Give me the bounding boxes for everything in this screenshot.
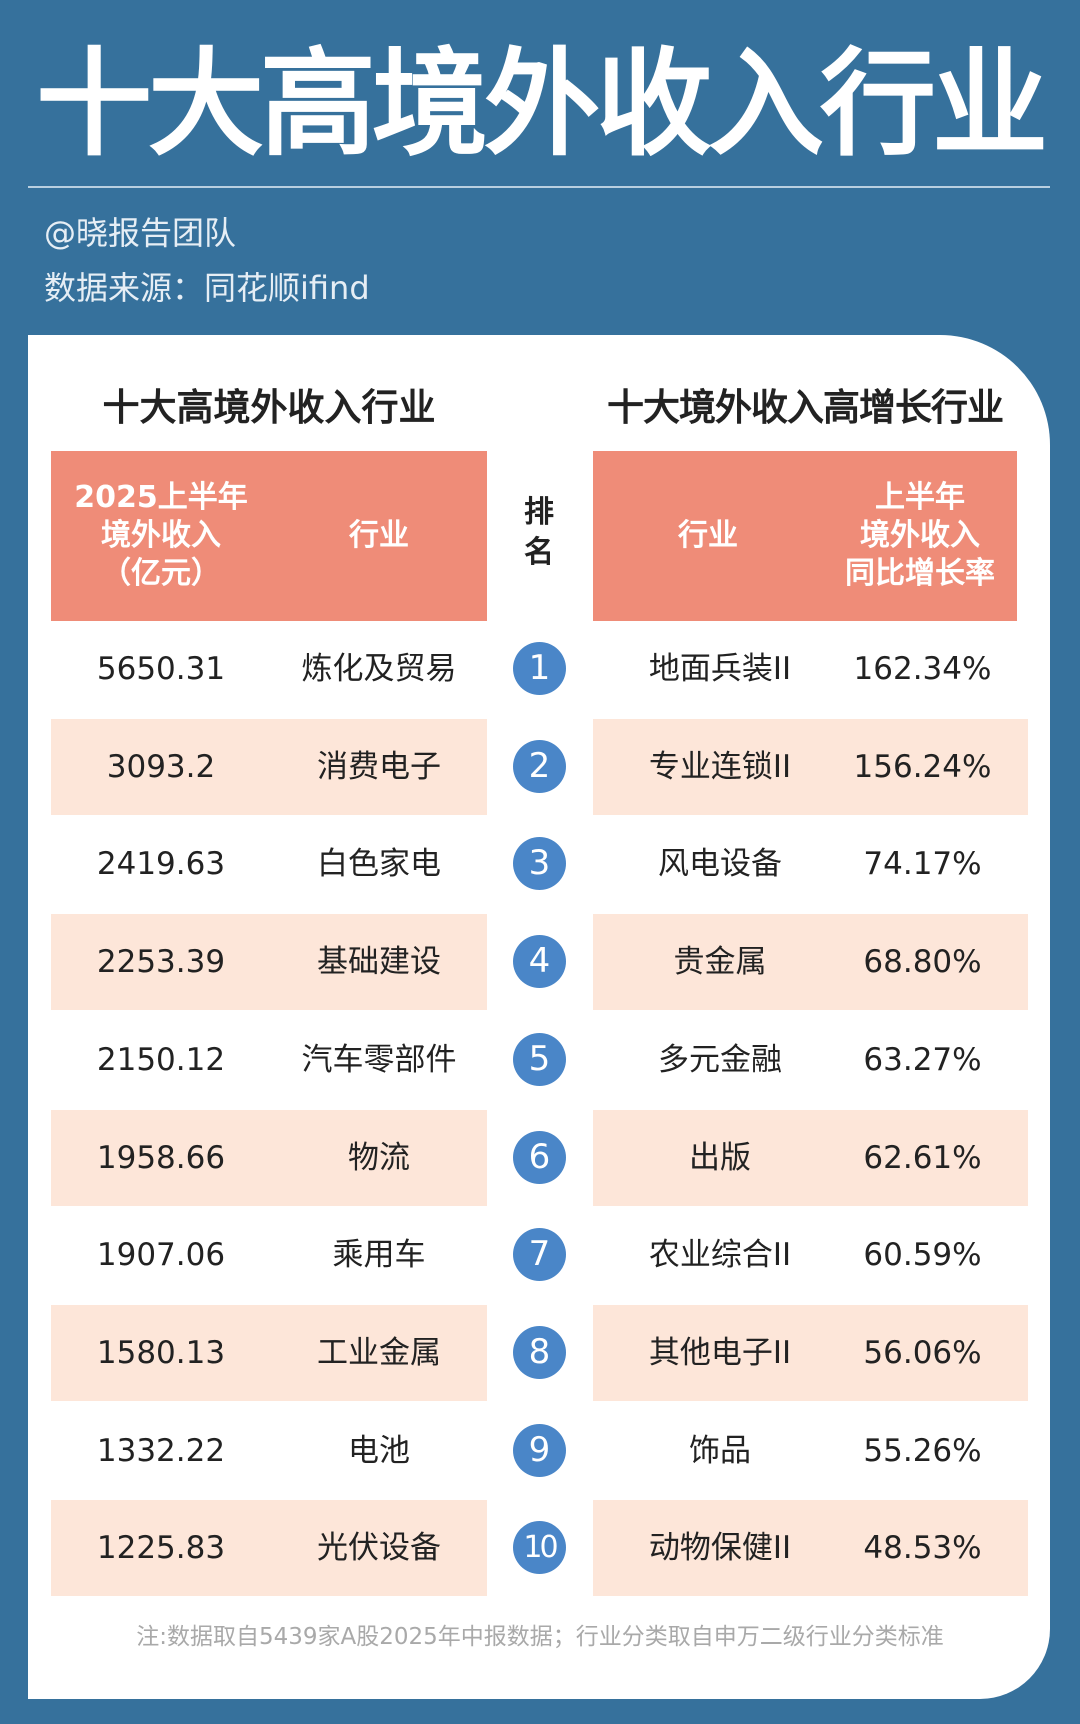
industry-name: 电池	[348, 1432, 410, 1469]
overseas-revenue-value: 2419.63	[96, 846, 226, 883]
row-bg-right	[593, 1109, 1028, 1206]
page-title: 十大高境外收入行业	[36, 37, 1048, 172]
rank-badge: 1	[513, 642, 566, 695]
growth-industry-name: 饰品	[689, 1432, 751, 1469]
rank-badge: 2	[513, 739, 566, 793]
industry-name: 基础建设	[317, 944, 441, 981]
industry-name: 消费电子	[317, 748, 441, 785]
row-bg-right	[593, 1304, 1028, 1401]
header-line: 上半年	[875, 480, 965, 515]
table-row: 2150.12 汽车零部件 5 多元金融 63.27%	[0, 1012, 1080, 1108]
row-bg-left	[51, 1304, 487, 1401]
growth-industry-name: 出版	[689, 1139, 751, 1176]
header-growth-rate: 上半年 境外收入 同比增长率	[823, 451, 1017, 621]
table-row: 1907.06 乘用车 7 农业综合II 60.59%	[0, 1207, 1080, 1303]
table-row: 1958.66 物流 6 出版 62.61%	[0, 1109, 1080, 1206]
overseas-revenue-value: 1958.66	[96, 1139, 226, 1176]
rank-badge: 7	[513, 1228, 566, 1282]
rank-badge: 3	[513, 837, 566, 891]
header-industry: 行业	[349, 518, 409, 553]
overseas-revenue-value: 2253.39	[96, 944, 226, 981]
industry-name: 汽车零部件	[301, 1041, 457, 1078]
table-row: 5650.31 炼化及贸易 1 地面兵装II 162.34%	[0, 621, 1080, 717]
header-line: 同比增长率	[845, 556, 995, 591]
header-industry: 行业	[678, 518, 738, 553]
growth-rate-value: 74.17%	[863, 846, 982, 883]
overseas-revenue-value: 5650.31	[96, 651, 226, 687]
overseas-revenue-value: 2150.12	[96, 1041, 226, 1078]
table-row: 1332.22 电池 9 饰品 55.26%	[0, 1403, 1080, 1499]
rank-header-char: 名	[524, 535, 554, 570]
table-row: 1225.83 光伏设备 10 动物保健II 48.53%	[0, 1500, 1080, 1597]
table-row: 3093.2 消费电子 2 专业连锁II 156.24%	[0, 718, 1080, 815]
rank-badge: 9	[513, 1423, 566, 1477]
rank-badge: 4	[513, 935, 566, 989]
growth-industry-name: 多元金融	[658, 1041, 782, 1078]
growth-rate-value: 62.61%	[863, 1139, 982, 1176]
industry-name: 白色家电	[317, 846, 441, 883]
left-table-title: 十大高境外收入行业	[102, 386, 436, 429]
growth-industry-name: 其他电子II	[648, 1334, 792, 1371]
rank-header: 排 名	[519, 493, 559, 573]
growth-rate-value: 156.24%	[853, 748, 992, 785]
left-table-header: 2025上半年 境外收入 （亿元） 行业	[51, 451, 487, 621]
growth-rate-value: 68.80%	[863, 944, 982, 981]
growth-rate-value: 56.06%	[863, 1334, 982, 1371]
header-line: 2025上半年	[74, 480, 248, 515]
title-divider	[28, 186, 1050, 188]
rank-badge: 5	[513, 1032, 566, 1086]
table-row: 2419.63 白色家电 3 风电设备 74.17%	[0, 816, 1080, 912]
right-table-header: 行业 上半年 境外收入 同比增长率	[593, 451, 1017, 621]
overseas-revenue-value: 1907.06	[96, 1237, 226, 1274]
growth-rate-value: 55.26%	[863, 1432, 982, 1469]
rank-badge: 6	[513, 1130, 566, 1184]
industry-name: 光伏设备	[317, 1530, 441, 1567]
row-bg-left	[51, 1500, 487, 1597]
rank-badge: 8	[513, 1325, 566, 1379]
industry-name: 乘用车	[332, 1237, 426, 1274]
industry-name: 物流	[348, 1139, 410, 1176]
header-line: 境外收入	[101, 518, 221, 553]
growth-industry-name: 农业综合II	[648, 1237, 792, 1274]
row-bg-left	[51, 1109, 487, 1206]
table-row: 1580.13 工业金属 8 其他电子II 56.06%	[0, 1304, 1080, 1401]
growth-industry-name: 地面兵装II	[648, 651, 792, 687]
row-bg-left	[51, 718, 487, 815]
overseas-revenue-value: 1332.22	[96, 1432, 226, 1469]
growth-rate-value: 60.59%	[863, 1237, 982, 1274]
growth-rate-value: 63.27%	[863, 1041, 982, 1078]
row-bg-right	[593, 1500, 1028, 1597]
industry-name: 工业金属	[317, 1334, 441, 1371]
growth-industry-name: 动物保健II	[648, 1530, 792, 1567]
growth-industry-name: 风电设备	[658, 846, 782, 883]
rank-header-char: 排	[524, 495, 554, 530]
header-line: （亿元）	[101, 556, 221, 591]
growth-industry-name: 专业连锁II	[648, 748, 792, 785]
row-bg-right	[593, 914, 1028, 1011]
overseas-revenue-value: 1580.13	[96, 1334, 226, 1371]
header-overseas-revenue: 2025上半年 境外收入 （亿元）	[51, 451, 271, 621]
row-bg-right	[593, 718, 1028, 815]
row-bg-left	[51, 914, 487, 1011]
header-line: 境外收入	[860, 518, 980, 553]
right-table-title: 十大境外收入高增长行业	[607, 386, 1004, 429]
growth-rate-value: 162.34%	[853, 651, 992, 687]
footnote: 注:数据取自5439家A股2025年中报数据；行业分类取自申万二级行业分类标准	[136, 1624, 944, 1650]
industry-name: 炼化及贸易	[301, 651, 457, 687]
table-row: 2253.39 基础建设 4 贵金属 68.80%	[0, 914, 1080, 1011]
data-source-label: 数据来源：同花顺ifind	[44, 269, 370, 307]
overseas-revenue-value: 3093.2	[106, 748, 216, 785]
growth-industry-name: 贵金属	[673, 944, 767, 981]
overseas-revenue-value: 1225.83	[96, 1530, 226, 1567]
author-label: @晓报告团队	[44, 214, 237, 252]
growth-rate-value: 48.53%	[863, 1530, 982, 1567]
rank-badge: 10	[513, 1521, 566, 1575]
